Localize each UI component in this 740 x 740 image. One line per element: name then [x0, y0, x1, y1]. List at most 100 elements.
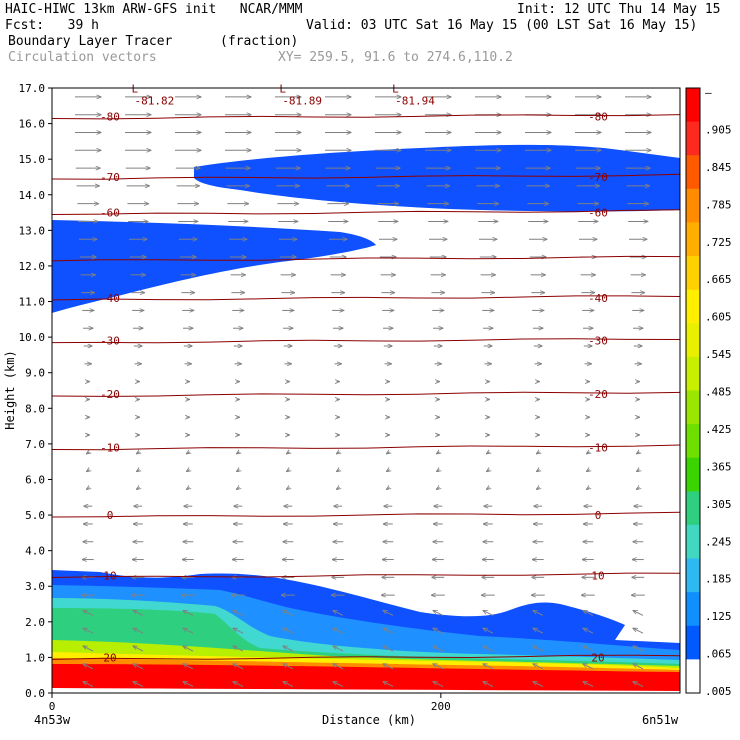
colorbar-swatch: [686, 356, 700, 391]
circulation-vector: [237, 470, 240, 472]
colorbar-label: .545: [705, 348, 732, 361]
circulation-vector: [383, 664, 394, 670]
colorbar-swatch: [686, 390, 700, 425]
y-tick-label: 0.0: [25, 687, 45, 700]
colorbar-label: —: [705, 86, 712, 99]
contour-label: -10: [588, 441, 608, 454]
contour-label: -60: [588, 207, 608, 220]
colorbar-swatch: [686, 592, 700, 627]
circulation-vector: [337, 452, 340, 454]
colorbar-label: .425: [705, 423, 732, 436]
temperature-contour: [51, 511, 681, 518]
circulation-vector: [537, 452, 540, 454]
circulation-vector: [587, 452, 590, 454]
circulation-vector: [483, 610, 494, 616]
circulation-vector: [533, 628, 544, 634]
circulation-vector: [633, 628, 644, 634]
y-axis-label: Height (km): [3, 350, 17, 429]
circulation-vector: [87, 470, 90, 472]
circulation-vector: [533, 664, 544, 670]
circulation-vector: [483, 664, 494, 670]
temperature-contour: [51, 338, 681, 344]
x-axis: 0 200: [49, 693, 451, 713]
colorbar-swatch: [686, 222, 700, 257]
circulation-vector: [433, 646, 444, 652]
colorbar-swatch: [686, 121, 700, 156]
circulation-vector: [233, 610, 244, 616]
xy-range: XY= 259.5, 91.6 to 274.6,110.2: [278, 50, 513, 65]
circulation-vector: [637, 452, 640, 454]
contour-label: -40: [588, 292, 608, 305]
y-tick-label: 16.0: [19, 118, 46, 131]
circulation-vector: [83, 664, 94, 670]
circulation-vector: [333, 610, 344, 616]
tracer-upper-right-region: [194, 144, 680, 212]
circulation-vector: [337, 487, 340, 489]
temperature-contour: [51, 295, 681, 301]
y-tick-label: 8.0: [25, 402, 45, 415]
circulation-vector: [183, 610, 194, 616]
circulation-vector: [487, 452, 490, 454]
contour-label: -20: [588, 388, 608, 401]
circulation-vector: [387, 452, 390, 454]
circulation-vector: [233, 628, 244, 634]
temperature-contour: [51, 209, 681, 216]
circulation-vector: [83, 646, 94, 652]
circulation-vector: [387, 470, 390, 472]
circulation-vector: [487, 487, 490, 489]
circulation-vector: [133, 628, 144, 634]
circulation-vector: [583, 646, 594, 652]
colorbar-swatch: [686, 659, 700, 694]
circulation-vector: [83, 610, 94, 616]
colorbar-swatch: [686, 558, 700, 593]
circulation-vector: [333, 628, 344, 634]
colorbar-swatch: [686, 491, 700, 526]
contour-label: 0: [107, 509, 114, 522]
circulation-vector: [233, 682, 244, 688]
circulation-vector: [633, 682, 644, 688]
colorbar-frame: [685, 87, 701, 694]
circulation-vector: [283, 610, 294, 616]
circulation-vector: [237, 452, 240, 454]
contour-label: 0: [595, 509, 602, 522]
y-tick-label: 9.0: [25, 367, 45, 380]
colorbar-swatch: [686, 155, 700, 190]
circulation-vector: [87, 487, 90, 489]
y-axis: 0.0 1.0 2.0 3.0 4.0 5.0 6.0 7.0 8.0 9.0 10.0 11.0 12…: [19, 82, 52, 700]
circulation-vector: [233, 664, 244, 670]
colorbar-label: .905: [705, 123, 732, 136]
circulation-vector: [583, 682, 594, 688]
temperature-contour: [51, 572, 681, 579]
circulation-vector: [187, 487, 190, 489]
contour-label: -20: [100, 388, 120, 401]
circulation-vector: [333, 682, 344, 688]
y-tick-label: 14.0: [19, 189, 46, 202]
tracer-boundary-layer-red: [52, 664, 680, 693]
contour-label: -70: [100, 171, 120, 184]
circulation-vector: [637, 470, 640, 472]
y-tick-label: 5.0: [25, 509, 45, 522]
low-marker: L: [132, 83, 139, 96]
colorbar-swatch: [686, 323, 700, 358]
vector-name: Circulation vectors: [8, 50, 157, 65]
circulation-vector: [383, 628, 394, 634]
colorbar-label: .485: [705, 386, 732, 399]
circulation-vector: [633, 664, 644, 670]
circulation-vector: [383, 610, 394, 616]
circulation-vector: [333, 664, 344, 670]
circulation-vector: [433, 628, 444, 634]
circulation-vector: [487, 470, 490, 472]
temperature-contour: [51, 391, 681, 397]
x-endpoint-right: 6n51w: [642, 713, 679, 727]
colorbar-label: .845: [705, 161, 732, 174]
circulation-vector: [337, 470, 340, 472]
plot-frame: [51, 87, 681, 694]
circulation-vectors-layer: [75, 97, 651, 688]
colorbar-swatch: [686, 256, 700, 291]
circulation-vector: [437, 470, 440, 472]
circulation-vector: [383, 682, 394, 688]
circulation-vector: [133, 646, 144, 652]
circulation-vector: [533, 610, 544, 616]
contour-label: -40: [100, 292, 120, 305]
circulation-vector: [483, 682, 494, 688]
